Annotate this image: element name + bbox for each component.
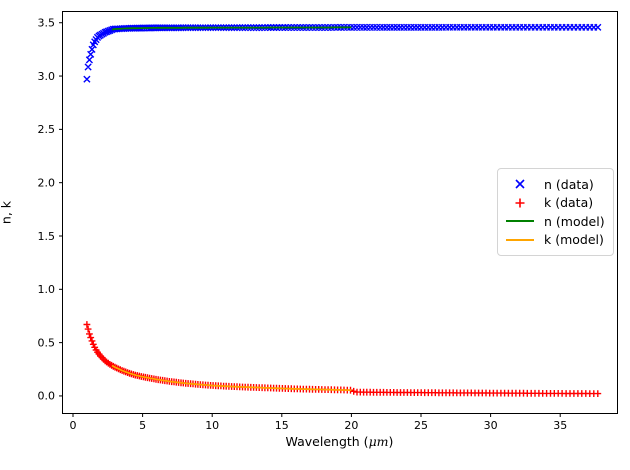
y-tick-label: 1.0 [38, 283, 56, 296]
series-1-markers [83, 321, 602, 397]
y-tick-label: 3.0 [38, 70, 56, 83]
y-tick-label: 2.0 [38, 176, 56, 189]
y-tick-label: 1.5 [38, 230, 56, 243]
x-tick-label: 15 [275, 419, 289, 432]
legend-entry-k-data: k (data) [505, 194, 605, 212]
legend-label: n (data) [544, 176, 594, 192]
x-tick-label: 35 [553, 419, 567, 432]
legend-label: k (data) [544, 195, 594, 211]
y-tick-label: 0.0 [38, 390, 56, 403]
x-tick-label: 10 [205, 419, 219, 432]
x-axis-label-close: ) [388, 434, 394, 449]
legend-line-sample-orange [505, 233, 535, 247]
legend-label: n (model) [544, 213, 605, 229]
legend-plus-marker-icon [505, 196, 535, 210]
y-tick-label: 3.5 [38, 17, 56, 30]
legend-line-sample-green [505, 214, 535, 228]
x-tick-label: 30 [484, 419, 498, 432]
series-3-line [111, 364, 352, 392]
legend-entry-k-model: k (model) [505, 231, 605, 249]
legend-entry-n-data: n (data) [505, 175, 605, 193]
series-0-markers [83, 23, 602, 83]
legend-label: k (model) [544, 232, 604, 248]
x-tick-label: 20 [344, 419, 358, 432]
legend: n (data) k (data) n (model) k (model) [497, 168, 614, 256]
y-axis-label: n, k [0, 200, 14, 225]
x-tick-label: 25 [414, 419, 428, 432]
legend-x-marker-icon [505, 177, 535, 191]
x-tick-label: 0 [69, 419, 76, 432]
x-axis-label: Wavelength (μm) [62, 434, 617, 449]
legend-entry-n-model: n (model) [505, 212, 605, 230]
x-tick-label: 5 [139, 419, 146, 432]
series-2-line [111, 26, 352, 31]
axes-spines [62, 11, 618, 414]
x-axis-label-text: Wavelength ( [285, 434, 369, 449]
x-axis-label-unit: μm [368, 434, 389, 449]
y-tick-label: 2.5 [38, 123, 56, 136]
y-tick-label: 0.5 [38, 336, 56, 349]
